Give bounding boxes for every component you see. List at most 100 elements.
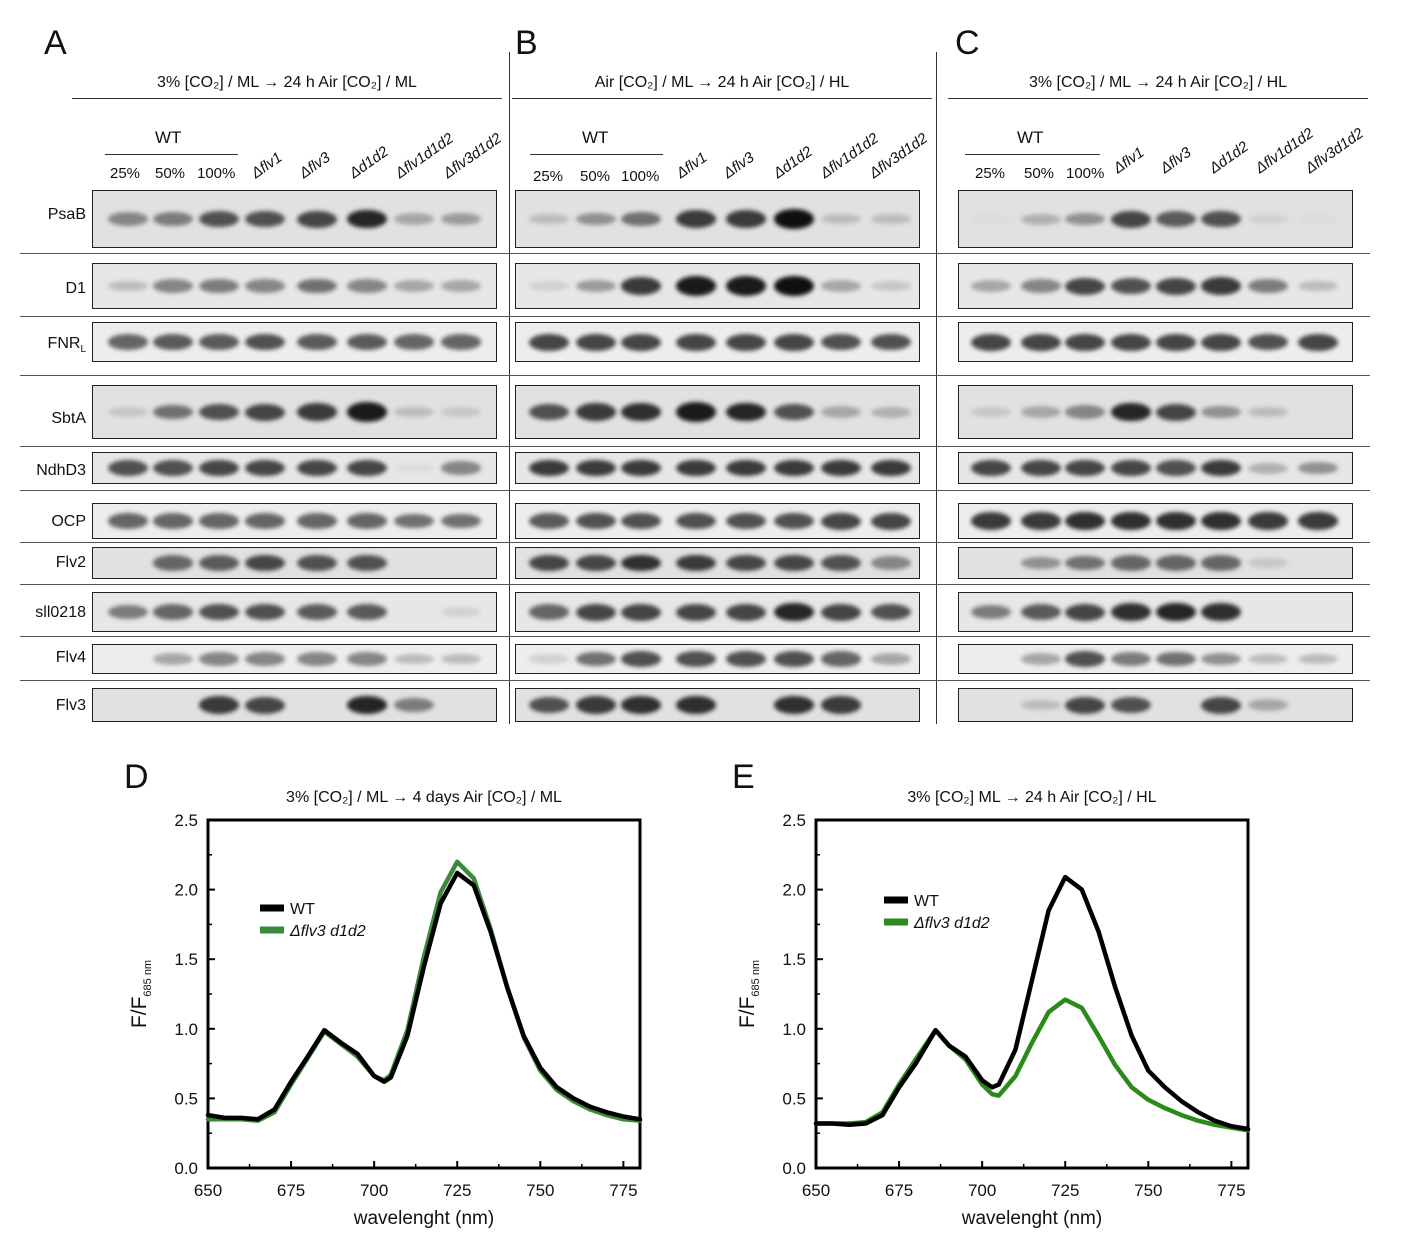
lane-25-c: 25% [975, 165, 1006, 182]
blot-band [576, 279, 616, 293]
blot-band [576, 651, 616, 667]
blot-band [576, 554, 616, 572]
blot-band [621, 459, 661, 477]
protein-label-flv2: Flv2 [55, 554, 86, 571]
blot-band [245, 403, 285, 421]
blot-strip-a-ocp [92, 503, 497, 539]
blot-band [1248, 462, 1288, 474]
blot-band [1021, 333, 1061, 351]
blot-band [153, 212, 193, 226]
blot-band [576, 603, 616, 621]
panel-letter-e: E [732, 758, 755, 796]
blot-strip-b-ndhd3 [515, 452, 920, 484]
blot-band [297, 459, 337, 477]
blot-band [1111, 210, 1151, 228]
protein-label-ndhd3: NdhD3 [36, 462, 86, 479]
blot-band [1248, 333, 1288, 351]
lane-50-a: 50% [155, 165, 186, 182]
blot-band [1021, 556, 1061, 570]
blot-band [199, 555, 239, 571]
y-tick-label: 0.0 [174, 1159, 198, 1178]
blot-band [1156, 651, 1196, 667]
lane-flv3-c: Δflv3 [1157, 143, 1195, 177]
blot-strip-c-fnr [958, 322, 1353, 362]
blot-band [971, 407, 1011, 417]
blot-band [1065, 212, 1105, 226]
blot-strip-a-sll0218 [92, 592, 497, 632]
series-line-wt-top [207, 871, 641, 1122]
wt-label-a: WT [155, 128, 182, 147]
y-tick-label: 0.0 [782, 1159, 806, 1178]
blot-band [1021, 213, 1061, 225]
blot-band [1298, 461, 1338, 475]
blot-band [821, 651, 861, 667]
blot-band [297, 334, 337, 350]
blot-band [1111, 511, 1151, 531]
lane-50-c: 50% [1024, 165, 1055, 182]
blot-band [108, 459, 148, 477]
blot-band [441, 653, 481, 665]
x-tick-label: 650 [802, 1181, 830, 1200]
lane-d1d2-b: Δd1d2 [770, 143, 816, 182]
blot-band [1248, 558, 1288, 568]
condition-underline-a [72, 98, 502, 99]
blot-band [821, 459, 861, 477]
blot-band [199, 279, 239, 293]
blot-band [199, 652, 239, 666]
y-tick-label: 1.0 [782, 1020, 806, 1039]
lane-flv3-a: Δflv3 [296, 148, 334, 182]
blot-strip-a-fnr [92, 322, 497, 362]
blot-strip-b-d1 [515, 263, 920, 309]
blot-band [441, 407, 481, 417]
blot-band [529, 604, 569, 620]
blot-band [529, 459, 569, 477]
legend-label: WT [290, 901, 315, 918]
blot-band [1248, 653, 1288, 665]
blot-band [1065, 333, 1105, 351]
blot-band [726, 210, 766, 228]
lane-flv1-a: Δflv1 [248, 148, 286, 182]
blot-band [1111, 602, 1151, 622]
blot-band [774, 512, 814, 530]
blot-band [297, 604, 337, 620]
blot-band [726, 459, 766, 477]
blot-band [394, 334, 434, 350]
blot-band [108, 334, 148, 350]
blot-band [394, 406, 434, 418]
blot-band [621, 333, 661, 351]
blot-band [774, 276, 814, 296]
condition-underline-c [948, 98, 1368, 99]
condition-a: 3% [CO₂] / ML → 24 h Air [CO₂] / ML [157, 74, 417, 91]
divider-bc [936, 52, 937, 724]
blot-band [1156, 511, 1196, 531]
blot-band [871, 459, 911, 477]
condition-c: 3% [CO₂] / ML → 24 h Air [CO₂] / HL [1028, 74, 1288, 91]
blot-band [676, 402, 716, 422]
blot-band [726, 512, 766, 530]
blot-band [347, 334, 387, 350]
blot-band [1111, 696, 1151, 714]
x-tick-label: 650 [194, 1181, 222, 1200]
protein-label-d1: D1 [65, 280, 86, 297]
row-separator [20, 375, 1370, 376]
blot-band [774, 651, 814, 667]
blot-band [821, 603, 861, 621]
wt-label-c: WT [1017, 128, 1044, 147]
blot-band [1201, 696, 1241, 714]
y-tick-label: 1.5 [782, 950, 806, 969]
blot-band [676, 696, 716, 714]
blot-band [621, 554, 661, 572]
blot-band [1201, 602, 1241, 622]
blot-band [621, 651, 661, 667]
blot-band [1111, 555, 1151, 571]
blot-band [529, 403, 569, 421]
blot-band [347, 604, 387, 620]
blot-band [621, 277, 661, 295]
blot-band [1156, 277, 1196, 295]
lane-100-b: 100% [621, 168, 660, 185]
blot-band [1065, 555, 1105, 571]
blot-band [1298, 280, 1338, 292]
blot-strip-a-flv3 [92, 688, 497, 722]
y-tick-label: 2.0 [782, 881, 806, 900]
blot-band [774, 333, 814, 351]
